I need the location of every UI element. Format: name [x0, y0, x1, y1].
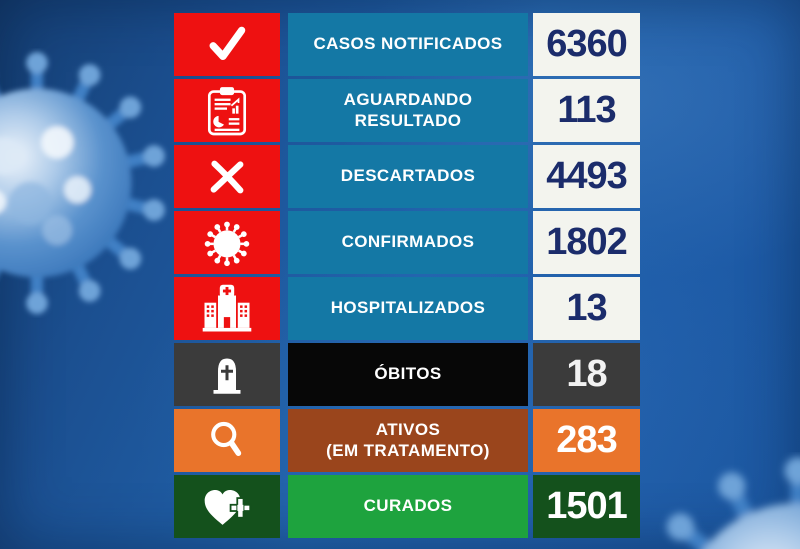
stat-value: 4493 [533, 145, 640, 208]
tombstone-icon [174, 343, 280, 406]
stat-label-line: (EM TRATAMENTO) [326, 440, 490, 460]
stat-value: 113 [533, 79, 640, 142]
stat-row-obitos: ÓBITOS 18 [174, 343, 640, 406]
magnifier-icon [174, 409, 280, 472]
coronavirus-image-bottom-right [628, 452, 800, 549]
stat-row-curados: CURADOS 1501 [174, 475, 640, 538]
x-mark-icon [174, 145, 280, 208]
stat-label: CONFIRMADOS [288, 211, 528, 274]
checkmark-icon [174, 13, 280, 76]
stat-label-line: CASOS NOTIFICADOS [313, 34, 503, 54]
stat-label: CASOS NOTIFICADOS [288, 13, 528, 76]
stat-label-line: RESULTADO [354, 110, 462, 130]
stat-row-confirmados: CONFIRMADOS 1802 [174, 211, 640, 274]
stat-label: DESCARTADOS [288, 145, 528, 208]
stat-value: 1501 [533, 475, 640, 538]
stat-value: 18 [533, 343, 640, 406]
stat-label: ÓBITOS [288, 343, 528, 406]
stat-label-line: ÓBITOS [374, 364, 442, 384]
virus-icon [174, 211, 280, 274]
stat-label: AGUARDANDO RESULTADO [288, 79, 528, 142]
stat-row-descartados: DESCARTADOS 4493 [174, 145, 640, 208]
stat-value: 6360 [533, 13, 640, 76]
hospital-icon [174, 277, 280, 340]
stat-value: 283 [533, 409, 640, 472]
stat-label-line: CURADOS [363, 496, 453, 516]
covid-stats-panel: CASOS NOTIFICADOS 6360 [174, 13, 640, 541]
stat-label: HOSPITALIZADOS [288, 277, 528, 340]
stat-label-line: DESCARTADOS [340, 166, 476, 186]
stat-row-hospitalizados: HOSPITALIZADOS 13 [174, 277, 640, 340]
stat-value: 1802 [533, 211, 640, 274]
stat-row-aguardando-resultado: AGUARDANDO RESULTADO 113 [174, 79, 640, 142]
stat-value: 13 [533, 277, 640, 340]
stat-row-ativos-em-tratamento: ATIVOS (EM TRATAMENTO) 283 [174, 409, 640, 472]
stat-label-line: CONFIRMADOS [341, 232, 475, 252]
stat-label-line: HOSPITALIZADOS [330, 298, 486, 318]
stat-row-casos-notificados: CASOS NOTIFICADOS 6360 [174, 13, 640, 76]
clipboard-report-icon [174, 79, 280, 142]
heart-plus-icon [174, 475, 280, 538]
stat-label-line: ATIVOS [375, 420, 441, 440]
coronavirus-image-left [0, 48, 172, 318]
stat-label: ATIVOS (EM TRATAMENTO) [288, 409, 528, 472]
stat-label: CURADOS [288, 475, 528, 538]
stat-label-line: AGUARDANDO [343, 90, 473, 110]
